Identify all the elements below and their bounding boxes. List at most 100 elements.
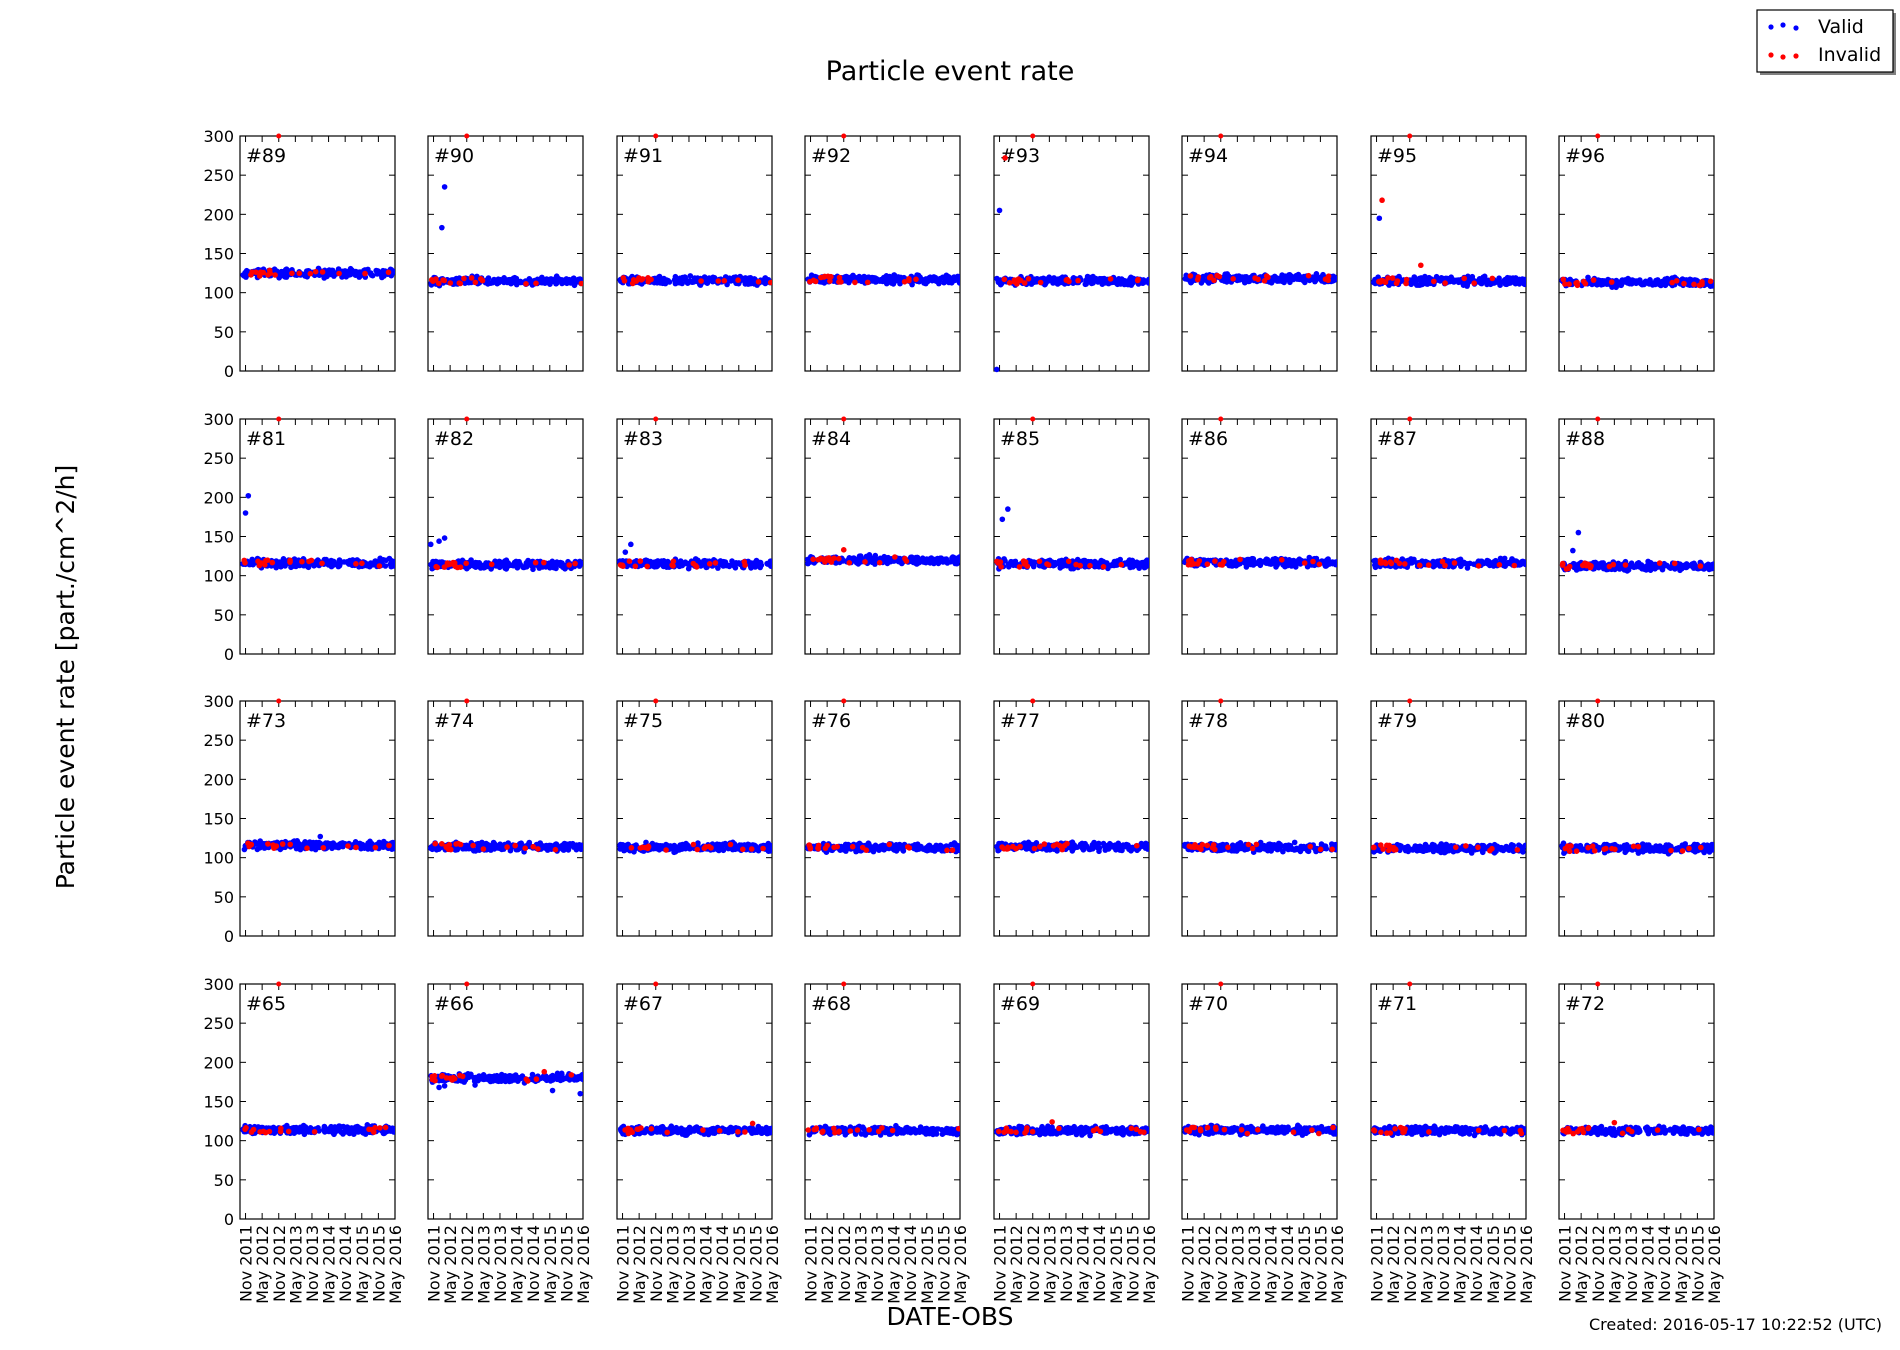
invalid-point [434, 564, 441, 571]
valid-point [499, 278, 506, 284]
invalid-point [913, 276, 919, 283]
valid-point [1601, 278, 1608, 284]
panel-label: #91 [623, 145, 663, 167]
invalid-point [742, 562, 748, 568]
scatter-points [241, 698, 395, 853]
valid-point [1143, 558, 1149, 564]
created-timestamp: Created: 2016-05-17 10:22:52 (UTC) [1589, 1315, 1882, 1334]
panel-95: #95 [1370, 133, 1527, 372]
valid-point [547, 565, 553, 571]
valid-point [1485, 558, 1492, 565]
invalid-point [533, 280, 539, 287]
y-tick-label: 250 [203, 449, 234, 468]
valid-point [299, 844, 306, 850]
valid-outlier [441, 535, 448, 541]
panel-92: #92 [804, 133, 961, 372]
invalid-point [1560, 276, 1567, 283]
invalid-point [345, 843, 351, 849]
valid-point [1116, 276, 1122, 282]
invalid-point-top [1218, 133, 1224, 139]
invalid-point [836, 555, 842, 562]
invalid-point [386, 842, 392, 849]
valid-point [1629, 563, 1636, 570]
scatter-points [617, 133, 772, 288]
valid-point [1688, 277, 1695, 283]
valid-point [485, 281, 491, 287]
valid-point [692, 556, 699, 562]
valid-point [1270, 560, 1277, 566]
valid-point [381, 273, 387, 279]
invalid-point [994, 558, 1000, 565]
panel-89: 0 50 100 150 200 250 300 #89 [203, 127, 396, 381]
valid-point [527, 277, 534, 284]
scatter-points [1371, 133, 1526, 289]
y-tick-label: 300 [203, 127, 234, 146]
valid-point [1070, 275, 1076, 282]
valid-point [1056, 558, 1063, 564]
scatter-points [994, 416, 1149, 572]
invalid-point-top [1218, 416, 1224, 422]
valid-outlier [628, 541, 634, 548]
panel-93: #93 [993, 133, 1150, 373]
invalid-point [852, 279, 858, 286]
valid-point [1466, 278, 1472, 285]
valid-point [733, 560, 739, 566]
valid-point [259, 841, 266, 847]
valid-outlier [994, 366, 1000, 373]
invalid-point-top [464, 133, 470, 139]
valid-point [1445, 558, 1451, 564]
valid-outlier [1005, 506, 1011, 512]
invalid-point [436, 280, 442, 287]
valid-point [539, 278, 546, 285]
valid-point [1313, 277, 1319, 284]
valid-point [1596, 277, 1603, 284]
invalid-point [272, 272, 278, 278]
invalid-point-top [1407, 133, 1413, 139]
panel-label: #73 [246, 710, 286, 732]
valid-point [1321, 560, 1327, 567]
valid-point [1280, 562, 1286, 568]
valid-point [945, 275, 952, 282]
invalid-point [447, 561, 453, 567]
valid-outlier [1575, 529, 1582, 536]
invalid-point [1261, 278, 1268, 284]
panel-87: #87 [1370, 416, 1527, 655]
legend-marker-valid [1768, 22, 1799, 31]
y-tick-label: 300 [203, 692, 234, 711]
valid-point [1293, 564, 1299, 570]
panel-label: #93 [1000, 145, 1040, 167]
valid-point [1647, 567, 1654, 573]
valid-point [701, 274, 708, 280]
panel-label: #95 [1377, 145, 1417, 167]
panel-frame [1370, 135, 1527, 372]
valid-outlier [317, 833, 324, 840]
valid-point [1615, 282, 1621, 288]
invalid-point [1584, 561, 1591, 567]
valid-point [1247, 274, 1254, 281]
valid-point [496, 562, 502, 569]
scatter-points [805, 133, 960, 288]
panel-82: #82 [427, 416, 584, 655]
invalid-point [1442, 280, 1448, 286]
panels-grid: 0 50 100 150 200 250 300 #89 #90 #91 #92 #93 #94 #95 #… [203, 127, 1724, 1304]
invalid-point [1451, 560, 1458, 566]
valid-point [950, 276, 956, 283]
valid-point [1087, 274, 1093, 281]
invalid-point [312, 268, 319, 275]
invalid-point [319, 269, 326, 275]
valid-point [312, 843, 319, 850]
valid-point [1704, 564, 1711, 570]
panel-frame [616, 135, 773, 372]
valid-point [365, 840, 371, 847]
valid-point [1313, 271, 1320, 277]
invalid-point [1075, 277, 1081, 284]
valid-point [549, 558, 556, 565]
valid-point [580, 560, 583, 567]
invalid-point [846, 560, 853, 566]
invalid-point-top [1030, 416, 1036, 422]
invalid-point [1697, 563, 1704, 569]
invalid-point [690, 560, 697, 567]
scatter-points [1182, 133, 1337, 286]
invalid-point [1581, 278, 1587, 285]
valid-point [679, 280, 685, 287]
